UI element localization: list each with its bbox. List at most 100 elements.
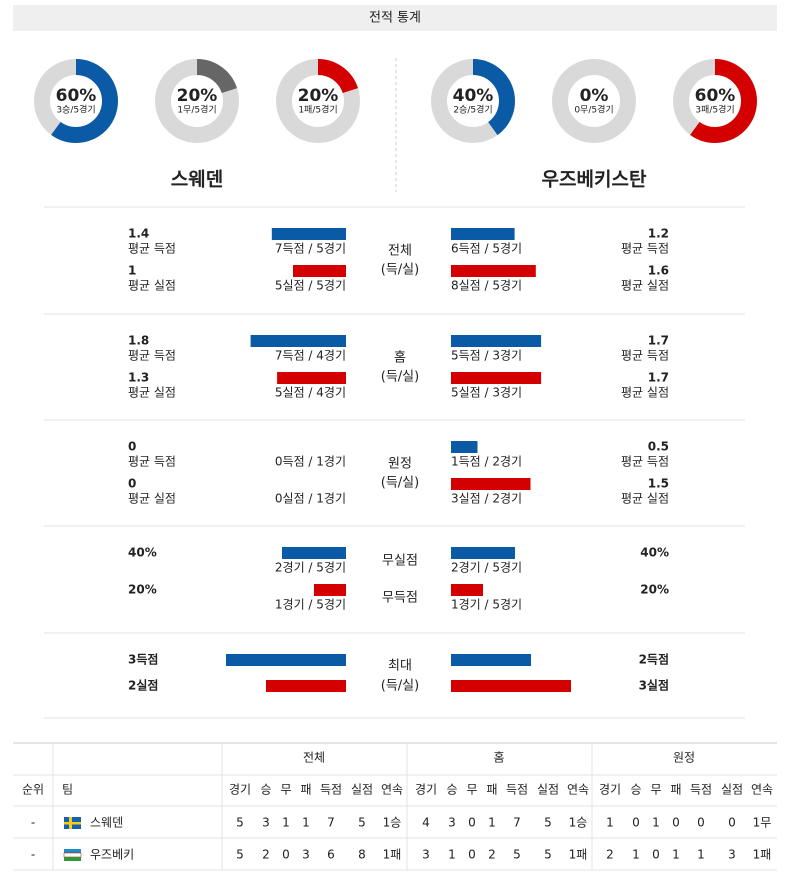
stat-cell: 0 (697, 816, 705, 830)
stat-detail: 5실점 / 3경기 (451, 386, 522, 400)
row-label: 무득점 (382, 591, 418, 606)
stat-label: 평균 실점 (621, 386, 669, 400)
stat-cell: 2 (488, 848, 496, 862)
stat-detail: 7득점 / 4경기 (275, 349, 346, 363)
donut-arc (431, 59, 515, 143)
donut-arc (34, 59, 118, 143)
stat-bar (271, 228, 346, 240)
stat-detail: 2경기 / 5경기 (451, 561, 522, 575)
stat-bar (451, 228, 515, 240)
column-head: 실점 (721, 783, 743, 797)
column-head: 득점 (320, 783, 342, 797)
stat-bar (451, 372, 542, 384)
column-head: 득점 (506, 783, 528, 797)
stat-value: 1.4 (128, 227, 149, 241)
stat-detail: 2경기 / 5경기 (275, 561, 346, 575)
stat-cell: 2 (606, 848, 614, 862)
stat-cell: 0 (652, 848, 660, 862)
donut-sub: 1무/5경기 (177, 104, 216, 116)
stat-cell: 1 (652, 816, 660, 830)
column-head: 경기 (229, 783, 251, 797)
stat-cell: 1 (632, 848, 640, 862)
stat-cell: 1승 (569, 816, 588, 830)
stat-cell: 8 (358, 848, 366, 862)
group-head: 원정 (673, 751, 695, 765)
stat-cell: 5 (236, 816, 244, 830)
section-label: (득/실) (381, 476, 419, 491)
flag-uzbekistan (63, 849, 82, 861)
stat-detail: 0실점 / 1경기 (275, 492, 346, 506)
table-head: 팀 (62, 783, 73, 797)
column-head: 연속 (567, 783, 589, 797)
donut-arc (155, 59, 239, 143)
stat-value: 1.7 (648, 334, 669, 348)
column-head: 득점 (690, 783, 712, 797)
stat-bar (277, 372, 346, 384)
stat-value: 2실점 (128, 678, 158, 693)
stat-cell: 2 (262, 848, 270, 862)
stat-cell: 0 (728, 816, 736, 830)
stat-label: 평균 실점 (621, 279, 669, 293)
donut-label: 60% (695, 86, 736, 106)
stat-detail: 1경기 / 5경기 (451, 598, 522, 612)
donut-track (552, 59, 636, 143)
stat-cell: 3 (728, 848, 736, 862)
stat-cell: 4 (422, 816, 430, 830)
stat-label: 평균 득점 (128, 455, 176, 469)
rank: - (31, 816, 35, 830)
stat-cell: 1 (448, 848, 456, 862)
stat-cell: 0 (468, 848, 476, 862)
column-head: 경기 (415, 783, 437, 797)
stat-label: 평균 실점 (621, 492, 669, 506)
flag-sweden (64, 817, 81, 829)
stat-label: 평균 득점 (621, 242, 669, 256)
stat-value: 0 (128, 440, 136, 454)
donut-sub: 0무/5경기 (574, 104, 613, 116)
team: 우즈베키 (90, 848, 134, 862)
stat-value: 40% (128, 546, 157, 560)
column-head: 패 (486, 783, 497, 797)
donut-sub: 3패/5경기 (695, 104, 734, 116)
stat-cell: 0 (632, 816, 640, 830)
header-bar (13, 5, 777, 31)
stat-cell: 3 (448, 816, 456, 830)
column-head: 무 (280, 783, 291, 797)
stat-cell: 0 (468, 816, 476, 830)
team-name: 스웨덴 (171, 169, 223, 191)
stat-value: 1.6 (648, 264, 669, 278)
stat-value: 0 (128, 477, 136, 491)
stat-cell: 1무 (753, 816, 772, 830)
stat-label: 평균 실점 (128, 279, 176, 293)
stat-cell: 7 (513, 816, 521, 830)
donut-sub: 2승/5경기 (453, 104, 492, 116)
stat-cell: 6 (327, 848, 335, 862)
stat-value: 1.7 (648, 371, 669, 385)
section-label: 전체 (388, 244, 412, 259)
stat-bar (451, 265, 536, 277)
stat-bar (451, 584, 483, 596)
stat-detail: 8실점 / 5경기 (451, 279, 522, 293)
column-head: 승 (630, 783, 641, 797)
stat-cell: 5 (544, 816, 552, 830)
stat-cell: 3 (302, 848, 310, 862)
stat-label: 평균 득점 (128, 349, 176, 363)
row-label: 무실점 (382, 554, 418, 569)
stat-cell: 5 (358, 816, 366, 830)
section-label: 최대 (388, 659, 412, 674)
column-head: 승 (446, 783, 457, 797)
section-label: (득/실) (381, 679, 419, 694)
stat-detail: 5실점 / 4경기 (275, 386, 346, 400)
stat-cell: 1 (282, 816, 290, 830)
donut-arc (276, 59, 360, 143)
stat-label: 평균 실점 (128, 386, 176, 400)
stat-value: 0.5 (648, 440, 669, 454)
stat-bar (451, 654, 531, 666)
stat-cell: 1 (697, 848, 705, 862)
donut-arc (673, 59, 757, 143)
column-head: 실점 (351, 783, 373, 797)
stat-value: 20% (640, 583, 669, 597)
stat-cell: 0 (672, 816, 680, 830)
stat-label: 평균 득점 (621, 455, 669, 469)
team-name: 우즈베키스탄 (542, 169, 647, 191)
stat-detail: 0득점 / 1경기 (275, 455, 346, 469)
